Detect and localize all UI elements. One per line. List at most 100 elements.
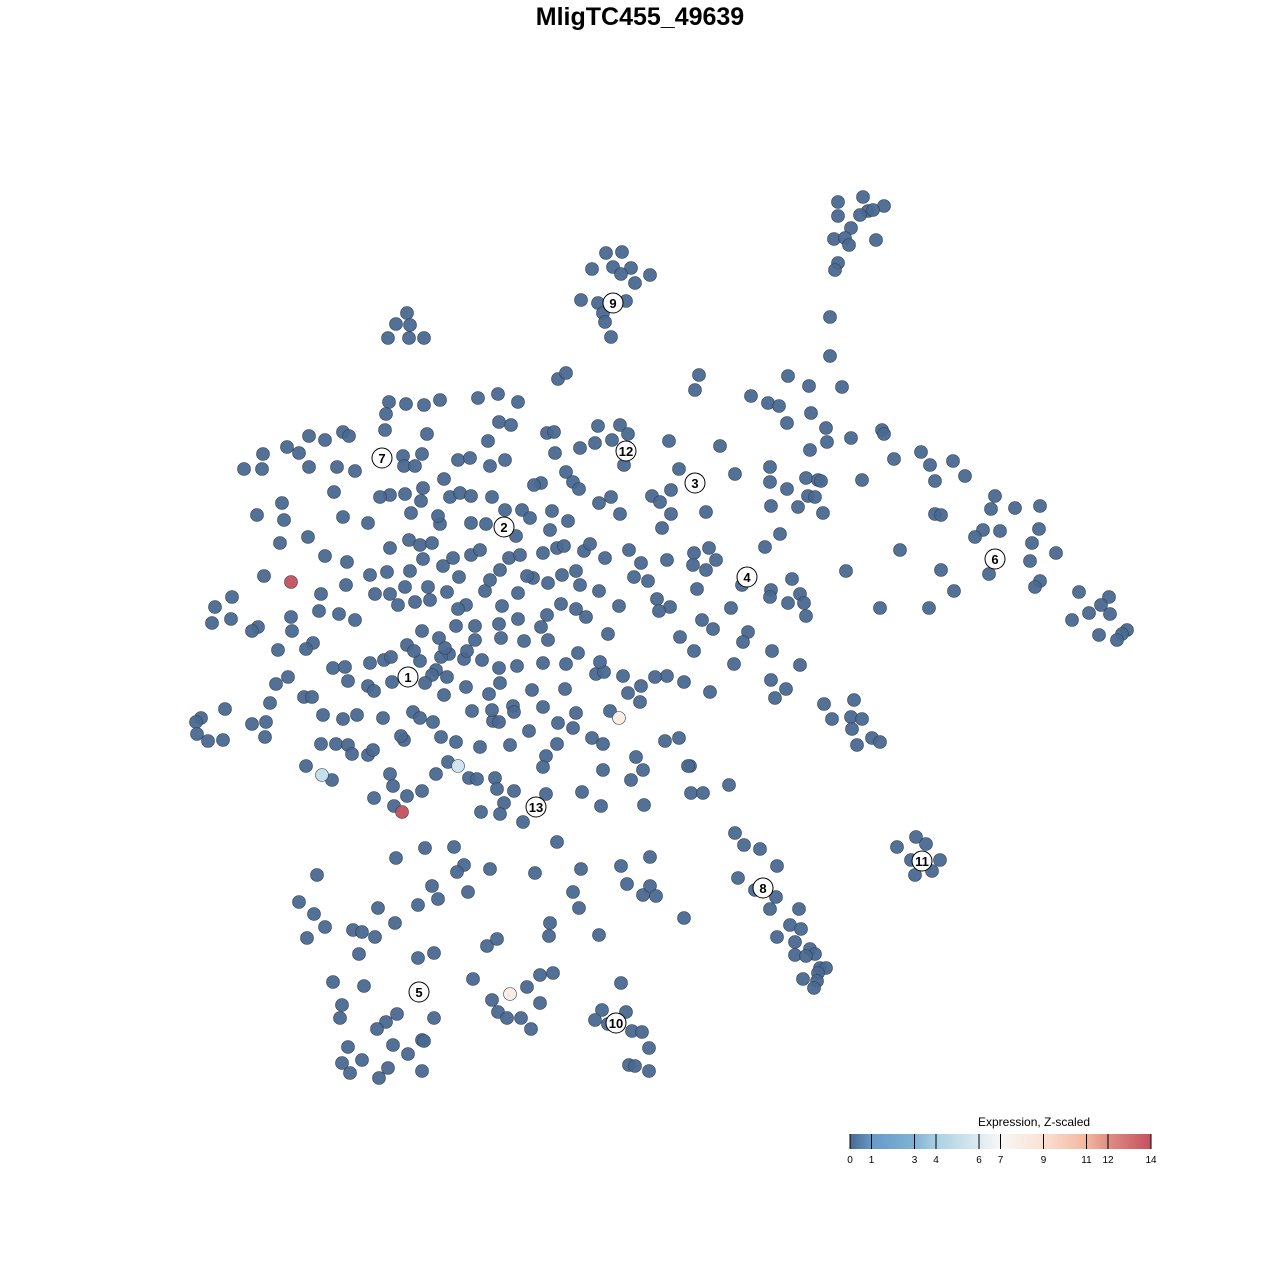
data-point [318, 549, 332, 563]
cluster-label: 13 [525, 796, 547, 818]
data-point [423, 593, 437, 607]
data-point [263, 696, 277, 710]
data-point [520, 569, 534, 583]
data-point [988, 489, 1002, 503]
data-point [299, 759, 313, 773]
data-point [633, 695, 647, 709]
data-point [686, 558, 700, 572]
data-point [934, 563, 948, 577]
data-point [451, 759, 465, 773]
data-point [333, 1011, 347, 1025]
data-point [856, 190, 870, 204]
data-point [371, 901, 385, 915]
cluster-label-text: 1 [404, 670, 411, 685]
data-point [866, 203, 880, 217]
data-point [585, 731, 599, 745]
data-point [383, 587, 397, 601]
data-point [437, 472, 451, 486]
data-point [507, 784, 521, 798]
data-point [642, 1041, 656, 1055]
data-point [376, 711, 390, 725]
data-point [662, 434, 676, 448]
data-point [391, 598, 405, 612]
data-point [316, 708, 330, 722]
data-point [928, 474, 942, 488]
data-point [724, 601, 738, 615]
data-point [408, 595, 422, 609]
cluster-label-badge [984, 548, 1006, 570]
data-point [934, 508, 948, 522]
data-point [340, 555, 354, 569]
data-point [485, 703, 499, 717]
legend-tick-label: 6 [976, 1155, 982, 1166]
data-point [536, 760, 550, 774]
data-point [677, 675, 691, 689]
data-point [483, 573, 497, 587]
data-point [543, 916, 557, 930]
data-point [636, 763, 650, 777]
data-point [417, 1034, 431, 1048]
data-point [545, 504, 559, 518]
data-point [470, 772, 484, 786]
data-point [792, 902, 806, 916]
data-point [816, 506, 830, 520]
data-point [547, 425, 561, 439]
data-point [817, 697, 831, 711]
data-point [569, 602, 583, 616]
data-point [588, 436, 602, 450]
data-point [379, 407, 393, 421]
cluster-label: 4 [736, 566, 758, 588]
data-point [839, 564, 853, 578]
data-point [772, 399, 786, 413]
data-point [571, 646, 585, 660]
data-point [615, 245, 629, 259]
data-point [569, 706, 583, 720]
data-point [275, 496, 289, 510]
data-point [284, 575, 298, 589]
data-point [256, 447, 270, 461]
cluster-label-badge [684, 472, 706, 494]
cluster-label: 2 [493, 516, 515, 538]
data-point [603, 704, 617, 718]
data-point [688, 383, 702, 397]
data-point [616, 669, 630, 683]
data-point [314, 587, 328, 601]
data-point [342, 429, 356, 443]
data-point [736, 635, 750, 649]
data-point [490, 782, 504, 796]
data-point [624, 261, 638, 275]
data-point [853, 208, 867, 222]
data-point [368, 587, 382, 601]
cluster-label-badge [752, 877, 774, 899]
data-point [583, 537, 597, 551]
data-point [592, 928, 606, 942]
data-point [493, 676, 507, 690]
data-point [368, 930, 382, 944]
data-point [1092, 628, 1106, 642]
data-point [500, 1011, 514, 1025]
data-point [404, 506, 418, 520]
data-point [318, 433, 332, 447]
data-point [540, 608, 554, 622]
data-point [352, 947, 366, 961]
cluster-label-badge [736, 566, 758, 588]
data-point [367, 791, 381, 805]
data-point [737, 838, 751, 852]
data-point [511, 395, 525, 409]
data-point [820, 435, 834, 449]
data-point [473, 740, 487, 754]
data-point [348, 613, 362, 627]
data-point [566, 885, 580, 899]
cluster-label-text: 9 [609, 296, 616, 311]
data-point [572, 482, 586, 496]
data-point [381, 1061, 395, 1075]
data-point [493, 563, 507, 577]
data-point [542, 929, 556, 943]
data-point [550, 835, 564, 849]
data-point [592, 496, 606, 510]
data-point [561, 514, 575, 528]
data-point [844, 431, 858, 445]
cluster-label: 3 [684, 472, 706, 494]
data-point [765, 644, 779, 658]
data-point [433, 393, 447, 407]
